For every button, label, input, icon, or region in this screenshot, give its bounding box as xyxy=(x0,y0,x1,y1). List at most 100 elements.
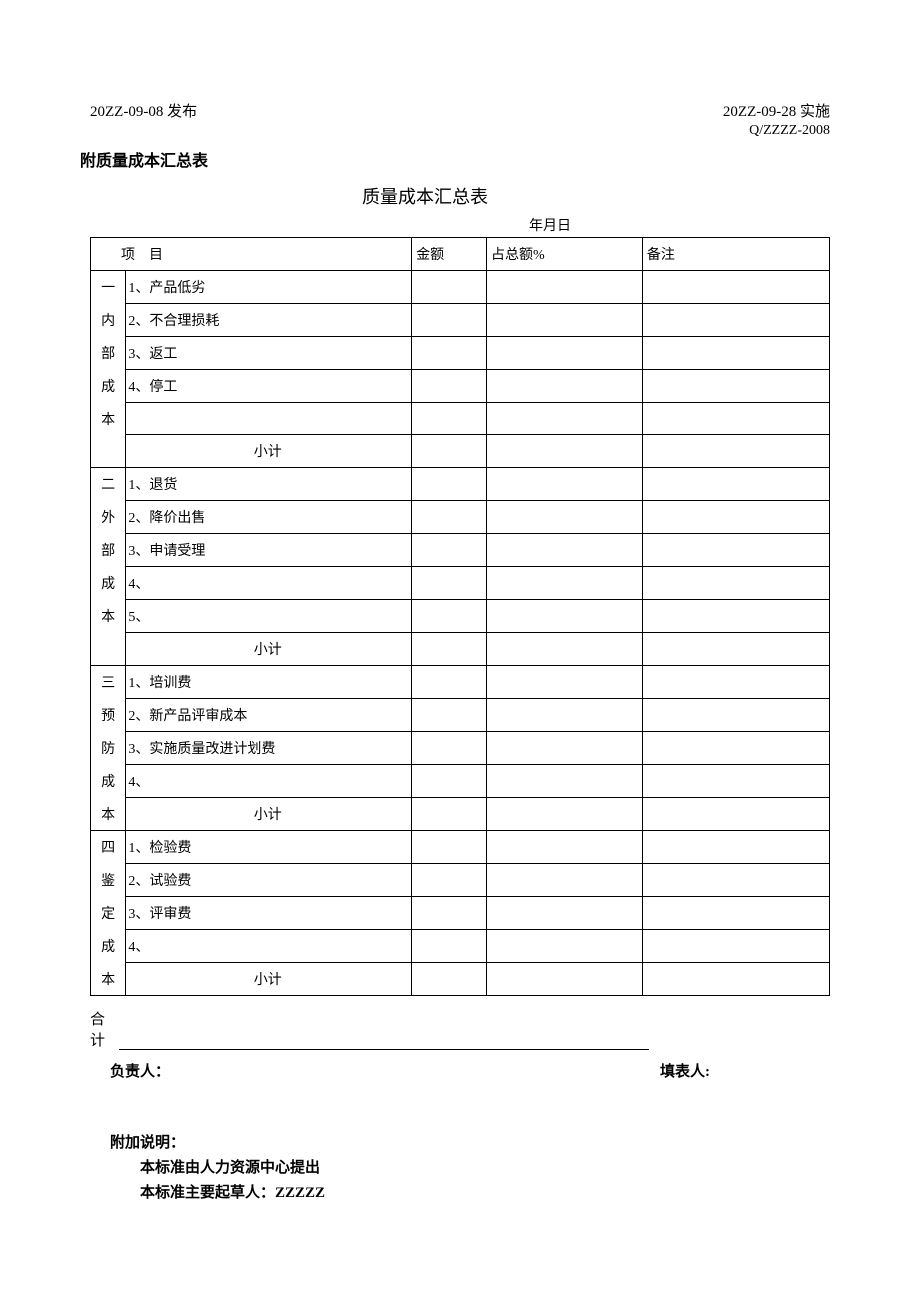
table-row: 一 1、产品低劣 xyxy=(91,271,830,304)
date-label: 年月日 xyxy=(270,215,830,235)
category-cell: 内 xyxy=(91,304,126,337)
remark-cell xyxy=(642,304,829,337)
amount-cell xyxy=(412,370,487,403)
table-row: 二 1、退货 xyxy=(91,468,830,501)
total-line1: 合 xyxy=(90,1008,830,1029)
percent-cell xyxy=(486,864,642,897)
item-cell: 1、培训费 xyxy=(126,666,412,699)
header-row: 20ZZ-09-08 发布 20ZZ-09-28 实施 xyxy=(90,100,830,121)
percent-cell xyxy=(486,732,642,765)
remark-cell xyxy=(642,567,829,600)
amount-cell xyxy=(412,534,487,567)
subtotal-cell: 小计 xyxy=(126,798,412,831)
total-section: 合 计 xyxy=(90,1008,830,1050)
remark-cell xyxy=(642,271,829,304)
table-row: 本 xyxy=(91,403,830,435)
category-cell: 外 xyxy=(91,501,126,534)
percent-cell xyxy=(486,468,642,501)
remark-cell xyxy=(642,468,829,501)
category-cell: 定 xyxy=(91,897,126,930)
subtotal-row: 本 小计 xyxy=(91,963,830,996)
category-cell: 成 xyxy=(91,567,126,600)
category-cell: 成 xyxy=(91,765,126,798)
category-cell: 成 xyxy=(91,370,126,403)
category-cell: 预 xyxy=(91,699,126,732)
table-row: 四 1、检验费 xyxy=(91,831,830,864)
remark-cell xyxy=(642,435,829,468)
amount-cell xyxy=(412,765,487,798)
amount-cell xyxy=(412,930,487,963)
category-cell: 二 xyxy=(91,468,126,501)
item-cell: 2、试验费 xyxy=(126,864,412,897)
publish-date: 20ZZ-09-08 发布 xyxy=(90,100,197,121)
amount-cell xyxy=(412,732,487,765)
percent-cell xyxy=(486,501,642,534)
percent-cell xyxy=(486,897,642,930)
percent-cell xyxy=(486,930,642,963)
remark-cell xyxy=(642,798,829,831)
category-cell: 成 xyxy=(91,930,126,963)
amount-cell xyxy=(412,633,487,666)
remark-cell xyxy=(642,765,829,798)
category-cell: 鉴 xyxy=(91,864,126,897)
table-row: 内 2、不合理损耗 xyxy=(91,304,830,337)
amount-cell xyxy=(412,337,487,370)
table-row: 部 3、申请受理 xyxy=(91,534,830,567)
amount-cell xyxy=(412,468,487,501)
amount-cell xyxy=(412,567,487,600)
implement-date: 20ZZ-09-28 实施 xyxy=(723,100,830,121)
percent-cell xyxy=(486,304,642,337)
leader-label: 负责人： xyxy=(110,1060,170,1081)
remark-cell xyxy=(642,897,829,930)
subtotal-row: 本 小计 xyxy=(91,798,830,831)
item-cell: 1、产品低劣 xyxy=(126,271,412,304)
percent-cell xyxy=(486,337,642,370)
percent-cell xyxy=(486,666,642,699)
category-cell: 防 xyxy=(91,732,126,765)
item-cell: 4、停工 xyxy=(126,370,412,403)
percent-cell xyxy=(486,370,642,403)
remark-cell xyxy=(642,732,829,765)
appendix-title: 附加说明： xyxy=(90,1131,830,1152)
table-row: 预 2、新产品评审成本 xyxy=(91,699,830,732)
category-cell xyxy=(91,633,126,666)
table-row: 鉴 2、试验费 xyxy=(91,864,830,897)
percent-cell xyxy=(486,699,642,732)
item-cell xyxy=(126,403,412,435)
remark-cell xyxy=(642,501,829,534)
table-row: 部 3、返工 xyxy=(91,337,830,370)
table-row: 成 4、 xyxy=(91,930,830,963)
item-cell: 2、降价出售 xyxy=(126,501,412,534)
amount-cell xyxy=(412,304,487,337)
subtotal-row: 小计 xyxy=(91,435,830,468)
table-row: 防 3、实施质量改进计划费 xyxy=(91,732,830,765)
header-item: 项 目 xyxy=(91,238,412,271)
item-cell: 1、退货 xyxy=(126,468,412,501)
category-cell xyxy=(91,435,126,468)
category-cell: 部 xyxy=(91,534,126,567)
subtotal-cell: 小计 xyxy=(126,435,412,468)
subtotal-cell: 小计 xyxy=(126,633,412,666)
appendix-section: 附加说明： 本标准由人力资源中心提出 本标准主要起草人：ZZZZZ xyxy=(90,1131,830,1202)
amount-cell xyxy=(412,864,487,897)
amount-cell xyxy=(412,435,487,468)
total-underline xyxy=(119,1049,649,1050)
item-cell: 3、评审费 xyxy=(126,897,412,930)
item-cell: 4、 xyxy=(126,765,412,798)
appendix-line2: 本标准主要起草人：ZZZZZ xyxy=(90,1181,830,1202)
amount-cell xyxy=(412,501,487,534)
percent-cell xyxy=(486,600,642,633)
remark-cell xyxy=(642,633,829,666)
remark-cell xyxy=(642,864,829,897)
percent-cell xyxy=(486,765,642,798)
remark-cell xyxy=(642,699,829,732)
item-cell: 5、 xyxy=(126,600,412,633)
percent-cell xyxy=(486,831,642,864)
subtotal-row: 小计 xyxy=(91,633,830,666)
table-row: 定 3、评审费 xyxy=(91,897,830,930)
category-cell: 本 xyxy=(91,600,126,633)
percent-cell xyxy=(486,963,642,996)
table-header-row: 项 目 金额 占总额% 备注 xyxy=(91,238,830,271)
item-cell: 2、不合理损耗 xyxy=(126,304,412,337)
item-cell: 3、申请受理 xyxy=(126,534,412,567)
